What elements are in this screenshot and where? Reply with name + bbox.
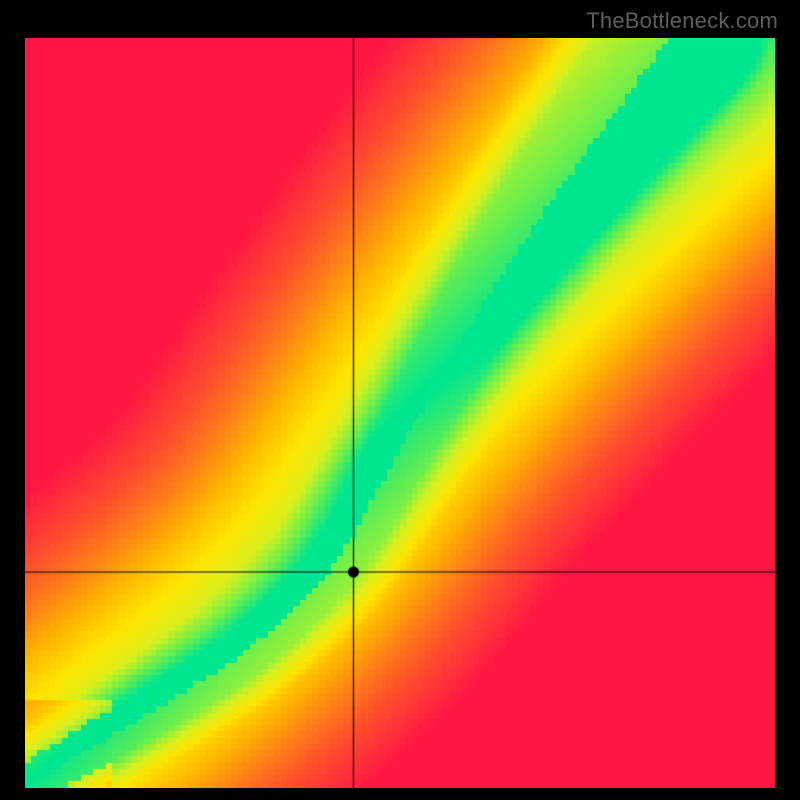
chart-container: TheBottleneck.com bbox=[0, 0, 800, 800]
bottleneck-heatmap bbox=[25, 38, 775, 788]
watermark-text: TheBottleneck.com bbox=[586, 8, 778, 34]
